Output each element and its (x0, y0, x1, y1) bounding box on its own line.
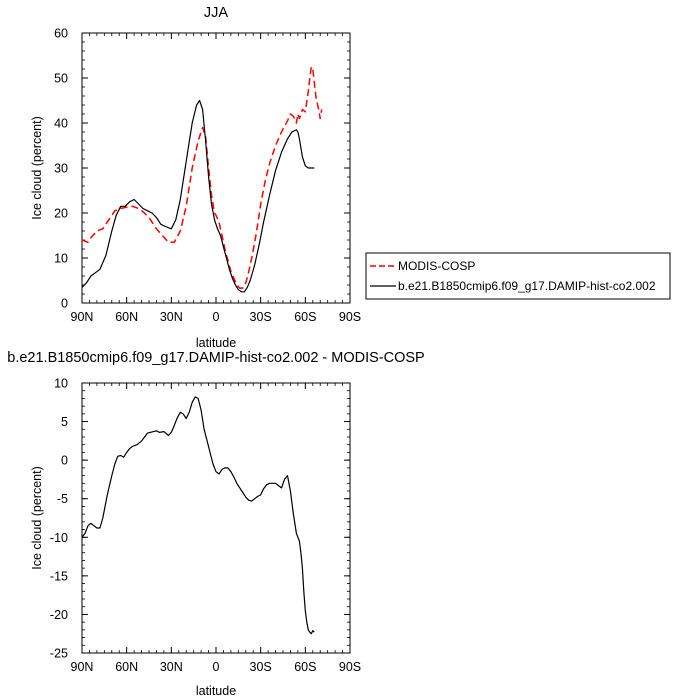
series-line-b-e21-b1850cmip6-f09-g17-damip-hist-co2-002 (81, 99, 315, 293)
legend-box (365, 252, 671, 300)
chart-bottom-difference: b.e21.B1850cmip6.f09_g17.DAMIP-hist-co2.… (7, 350, 424, 698)
y-tick-label: 5 (61, 415, 68, 429)
x-tick-label: 0 (213, 660, 220, 674)
x-axis-label: latitude (196, 684, 236, 698)
y-tick-label: -5 (57, 492, 68, 506)
y-tick-label: 50 (54, 72, 68, 86)
legend: MODIS-COSP b.e21.B1850cmip6.f09_g17.DAMI… (365, 252, 671, 300)
plot-frame (81, 382, 351, 654)
y-tick-label: 40 (54, 117, 68, 131)
series-line-modis-cosp (81, 66, 323, 289)
y-tick-label: -15 (50, 569, 68, 583)
y-tick-label: 60 (54, 27, 68, 41)
x-tick-label: 30N (160, 660, 183, 674)
x-tick-label: 60N (115, 660, 138, 674)
x-tick-label: 90N (71, 310, 94, 324)
y-tick-label: 10 (54, 377, 68, 391)
x-tick-label: 30S (250, 660, 272, 674)
x-tick-label: 60S (294, 310, 316, 324)
y-tick-label: 0 (61, 297, 68, 311)
series-line-diff-0 (81, 396, 315, 635)
y-tick-label: -20 (50, 608, 68, 622)
x-tick-label: 60N (115, 310, 138, 324)
x-tick-label: 0 (213, 310, 220, 324)
y-axis-label: Ice cloud (percent) (30, 466, 44, 570)
y-tick-label: 0 (61, 454, 68, 468)
chart-title: b.e21.B1850cmip6.f09_g17.DAMIP-hist-co2.… (7, 350, 424, 366)
x-tick-label: 30N (160, 310, 183, 324)
chart-title: JJA (204, 5, 229, 21)
y-tick-label: 30 (54, 162, 68, 176)
y-tick-label: 10 (54, 252, 68, 266)
legend-label-modis: MODIS-COSP (398, 259, 475, 273)
y-tick-label: -10 (50, 531, 68, 545)
chart-top-jja: JJA Ice cloud (percent) latitude 90N 60N 3… (30, 5, 361, 350)
series-lines (81, 396, 315, 635)
y-axis-label: Ice cloud (percent) (30, 116, 44, 220)
axes-frame (81, 32, 351, 304)
y-tick-label: -25 (50, 647, 68, 661)
x-tick-label: 90S (339, 310, 361, 324)
tick-labels: 90N 60N 30N 0 30S 60S 90S 10 5 0 -5 -10 -15 -20 -25 (50, 377, 361, 675)
x-tick-label: 90N (71, 660, 94, 674)
legend-label-model: b.e21.B1850cmip6.f09_g17.DAMIP-hist-co2.… (398, 279, 656, 293)
series-lines (81, 66, 323, 293)
x-axis-label: latitude (196, 336, 236, 350)
x-tick-label: 30S (250, 310, 272, 324)
axes-frame (81, 382, 351, 654)
tick-labels: 90N 60N 30N 0 30S 60S 90S 0 10 20 30 40 50 60 (54, 27, 361, 325)
x-tick-label: 90S (339, 660, 361, 674)
x-tick-label: 60S (294, 660, 316, 674)
y-tick-label: 20 (54, 207, 68, 221)
